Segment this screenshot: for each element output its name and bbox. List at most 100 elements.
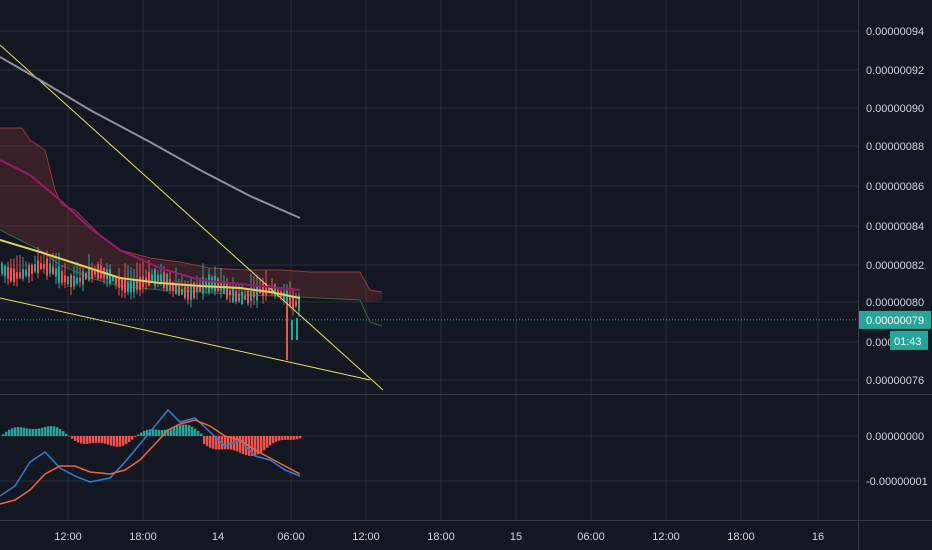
- candle-body: [223, 283, 225, 294]
- price-tick-label: 0.00000080: [866, 297, 924, 309]
- macd-histogram-bar: [26, 428, 29, 436]
- macd-histogram-bar: [104, 436, 107, 444]
- candle-body: [283, 292, 285, 301]
- macd-histogram-bar: [53, 426, 56, 436]
- macd-histogram-bar: [299, 436, 302, 439]
- macd-histogram-bar: [254, 436, 257, 456]
- macd-histogram-bar: [284, 436, 287, 440]
- macd-histogram-bar: [224, 436, 227, 450]
- trendline-lower: [0, 297, 371, 381]
- macd-histogram-bar: [20, 427, 23, 436]
- macd-histogram-bar: [251, 436, 254, 457]
- macd-histogram-bar: [290, 436, 293, 440]
- candle-body: [232, 287, 234, 303]
- candle-body: [16, 272, 18, 279]
- macd-histogram-bar: [161, 429, 164, 436]
- candle-body: [61, 271, 63, 283]
- candle-body: [199, 283, 201, 292]
- candle-body: [124, 279, 126, 293]
- macd-histogram-bar: [56, 427, 59, 436]
- candle-body: [64, 275, 66, 283]
- macd-histogram-bar: [17, 427, 20, 436]
- macd-histogram-bar: [188, 425, 191, 436]
- candle-body: [136, 279, 138, 291]
- macd-histogram-bar: [47, 426, 50, 436]
- candle-body: [34, 264, 36, 272]
- candle-body: [181, 288, 183, 295]
- time-tick-label: 06:00: [577, 531, 605, 543]
- candle-body: [295, 300, 297, 307]
- macd-histogram-bar: [185, 424, 188, 436]
- macd-histogram-bar: [101, 436, 104, 444]
- candle-body: [244, 295, 246, 300]
- candle-body: [115, 277, 117, 285]
- candle-body: [163, 272, 165, 289]
- candle-body: [160, 274, 162, 283]
- macd-histogram-bar: [212, 436, 215, 449]
- candle-body: [190, 283, 192, 300]
- macd-histogram-bar: [41, 427, 44, 436]
- candle-body: [193, 282, 195, 299]
- macd-histogram-bar: [38, 428, 41, 436]
- candle-body: [253, 291, 255, 298]
- macd-histogram-bar: [257, 436, 260, 455]
- macd-histogram-bar: [239, 436, 242, 453]
- macd-histogram-bar: [203, 436, 206, 445]
- candle-body: [226, 282, 228, 299]
- candle-body: [289, 295, 291, 306]
- macd-histogram-bar: [272, 436, 275, 444]
- macd-histogram-bar: [167, 429, 170, 436]
- macd-histogram-bar: [158, 429, 161, 436]
- macd-histogram-bar: [209, 436, 212, 448]
- candle-body: [19, 272, 21, 278]
- time-tick-label: 18:00: [727, 531, 755, 543]
- macd-histogram-bar: [182, 424, 185, 436]
- candle-body: [292, 296, 294, 309]
- macd-histogram-bar: [71, 436, 74, 439]
- moving-average-purple: [0, 159, 301, 291]
- macd-histogram-bar: [89, 436, 92, 444]
- candle-body: [130, 281, 132, 293]
- candle-body: [55, 268, 57, 277]
- candle-body: [172, 282, 174, 292]
- macd-histogram-bar: [143, 430, 146, 436]
- moving-average-yellow: [0, 239, 301, 299]
- macd-histogram-bar: [152, 429, 155, 436]
- candle-body: [31, 264, 33, 274]
- macd-histogram-bar: [32, 429, 35, 436]
- time-tick-label: 16: [812, 531, 824, 543]
- macd-line: [0, 408, 301, 497]
- macd-histogram-bar: [218, 436, 221, 450]
- candle-body: [205, 280, 207, 289]
- time-tick-label: 06:00: [277, 531, 305, 543]
- trendline-upper: [0, 44, 384, 391]
- macd-histogram-bar: [296, 436, 299, 440]
- macd-histogram-bar: [29, 428, 32, 436]
- macd-histogram-bar: [194, 428, 197, 436]
- macd-histogram-bar: [113, 436, 116, 447]
- candle-body: [85, 273, 87, 280]
- macd-histogram-bar: [44, 426, 47, 436]
- candle-body: [291, 320, 293, 340]
- candle-body: [196, 285, 198, 292]
- macd-histogram-bar: [83, 436, 86, 444]
- macd-histogram-bar: [131, 436, 134, 440]
- candle-body: [148, 272, 150, 286]
- candle-body: [247, 290, 249, 304]
- macd-histogram-bar: [227, 436, 230, 450]
- candle-body: [187, 285, 189, 300]
- candle-body: [211, 277, 213, 290]
- price-tick-label: 0.00000092: [866, 65, 924, 77]
- macd-histogram-bar: [59, 429, 62, 436]
- candle-body: [157, 274, 159, 282]
- macd-histogram-bar: [278, 436, 281, 441]
- candle-body: [286, 290, 288, 307]
- price-tick-label: 0.00000090: [866, 103, 924, 115]
- macd-histogram-bar: [269, 436, 272, 446]
- candle-body: [79, 277, 81, 282]
- macd-histogram-bar: [14, 427, 17, 436]
- macd-histogram-bar: [287, 436, 290, 440]
- candle-body: [58, 266, 60, 284]
